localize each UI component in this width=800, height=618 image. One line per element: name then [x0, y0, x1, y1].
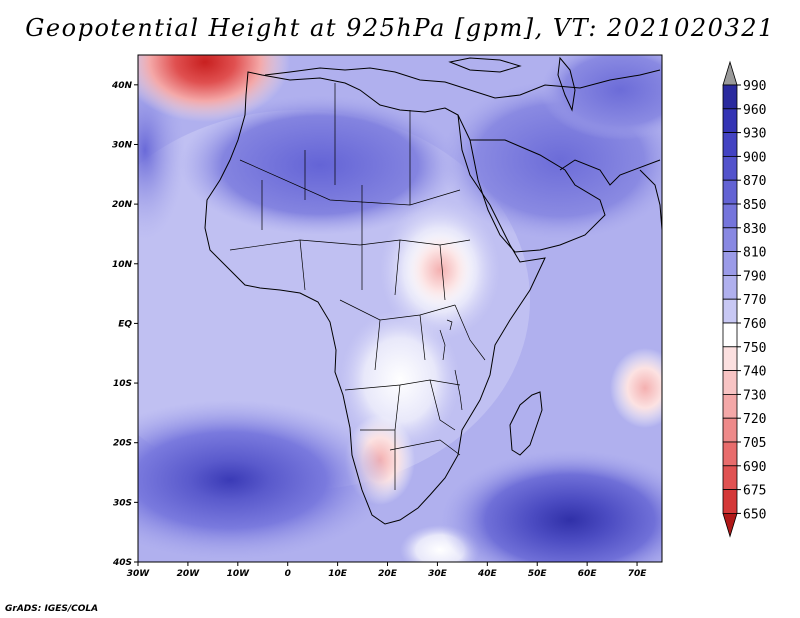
colorbar-swatch: [722, 179, 738, 205]
x-axis: 30W 20W 10W 0 10E 20E 30E 40E 50E 60E 70E: [127, 562, 647, 579]
x-tick-label: 40E: [477, 569, 498, 579]
border-south: [344, 379, 461, 490]
y-tick-label: 20S: [113, 439, 132, 449]
y-tick-label: 30S: [113, 498, 132, 508]
y-tick-label: 30N: [112, 140, 133, 150]
colorbar-swatch: [722, 274, 738, 300]
y-tick-label: EQ: [118, 319, 132, 329]
colorbar-label: 960: [743, 103, 766, 118]
y-tick-label: 40N: [111, 81, 133, 91]
colorbar-swatch: [722, 155, 738, 181]
madagascar: [509, 391, 543, 456]
border-central: [339, 299, 486, 371]
x-tick-label: 10W: [227, 569, 251, 579]
colorbar-label: 750: [743, 341, 766, 356]
colorbar-label: 790: [743, 269, 766, 284]
colorbar-label: 990: [743, 79, 766, 94]
colorbar-label: 850: [743, 198, 766, 213]
colorbar-swatch: [722, 441, 738, 467]
colorbar-label: 705: [743, 436, 766, 451]
east-africa-low: [405, 230, 475, 310]
colorbar-label: 810: [743, 246, 766, 261]
coastlines: [204, 56, 662, 525]
colorbar-swatch: [722, 393, 738, 419]
x-tick-label: 10E: [328, 569, 348, 579]
colorbar-swatch: [722, 346, 738, 371]
footer-credit: GrADS: IGES/COLA: [5, 604, 99, 614]
colorbar-label: 720: [743, 412, 766, 427]
black-sea: [448, 57, 522, 73]
y-tick-label: 10S: [113, 379, 132, 389]
red-sea-west: [457, 114, 471, 141]
mediterranean-north: [264, 67, 661, 99]
colorbar-label: 740: [743, 365, 766, 380]
colorbar-swatch: [722, 417, 738, 443]
x-tick-label: 20W: [177, 569, 201, 579]
colorbar-label: 760: [743, 317, 766, 332]
colorbar-label: 675: [743, 484, 766, 499]
northwest-low: [138, 55, 290, 122]
east-indian-low: [610, 348, 662, 428]
colorbar-label: 690: [743, 460, 766, 475]
colorbar-swatch: [722, 203, 738, 229]
arabian-peninsula: [469, 139, 606, 253]
border-north-africa: [239, 83, 461, 290]
colorbar: 990 960 930 900 870 850 830 810 790 770 760 750 740 7…: [722, 60, 766, 538]
colorbar-swatch: [722, 227, 738, 253]
x-tick-label: 30E: [428, 569, 448, 579]
x-tick-label: 0: [285, 569, 291, 579]
x-tick-label: 60E: [578, 569, 598, 579]
y-axis: 40N 30N 20N 10N EQ 10S 20S 30S 40S: [111, 81, 138, 568]
colorbar-swatch: [722, 84, 738, 110]
colorbar-top-arrow: [722, 60, 738, 86]
x-tick-label: 30W: [127, 569, 151, 579]
india-coast: [639, 169, 662, 231]
colorbar-swatch: [722, 132, 738, 157]
y-tick-label: 40S: [112, 558, 132, 568]
africa-coastline: [204, 71, 546, 525]
border-sahel: [229, 239, 471, 301]
colorbar-swatch: [722, 108, 738, 134]
colorbar-label: 830: [743, 222, 766, 237]
x-tick-label: 20E: [378, 569, 398, 579]
y-tick-label: 10N: [112, 260, 133, 270]
saharan-high: [180, 95, 460, 235]
page-title: Geopotential Height at 925hPa [gpm], VT:…: [25, 14, 775, 42]
borders: [229, 83, 486, 490]
colorbar-label: 650: [743, 507, 766, 522]
south-atlantic-high: [138, 400, 390, 560]
colorbar-bottom-arrow: [722, 513, 738, 538]
colorbar-label: 870: [743, 174, 766, 189]
y-tick-label: 20N: [112, 200, 133, 210]
colorbar-label: 930: [743, 127, 766, 142]
colorbar-label: 730: [743, 388, 766, 403]
lakes-rift: [439, 319, 463, 411]
plot-frame: [137, 54, 663, 563]
colorbar-label: 770: [743, 293, 766, 308]
colorbar-swatch: [722, 465, 738, 490]
south-indian-high: [440, 450, 662, 562]
caspian-sea: [557, 56, 576, 112]
colorbar-label: 900: [743, 150, 766, 165]
colorbar-swatch: [722, 322, 738, 348]
colorbar-swatch: [722, 370, 738, 395]
colorbar-swatch: [722, 298, 738, 324]
colorbar-swatch: [722, 489, 738, 514]
persian-gulf: [559, 159, 661, 186]
x-tick-label: 70E: [628, 569, 648, 579]
central-africa-white: [340, 310, 460, 450]
colorbar-swatch: [722, 251, 738, 276]
x-tick-label: 50E: [528, 569, 548, 579]
shaded-field: [138, 55, 662, 562]
